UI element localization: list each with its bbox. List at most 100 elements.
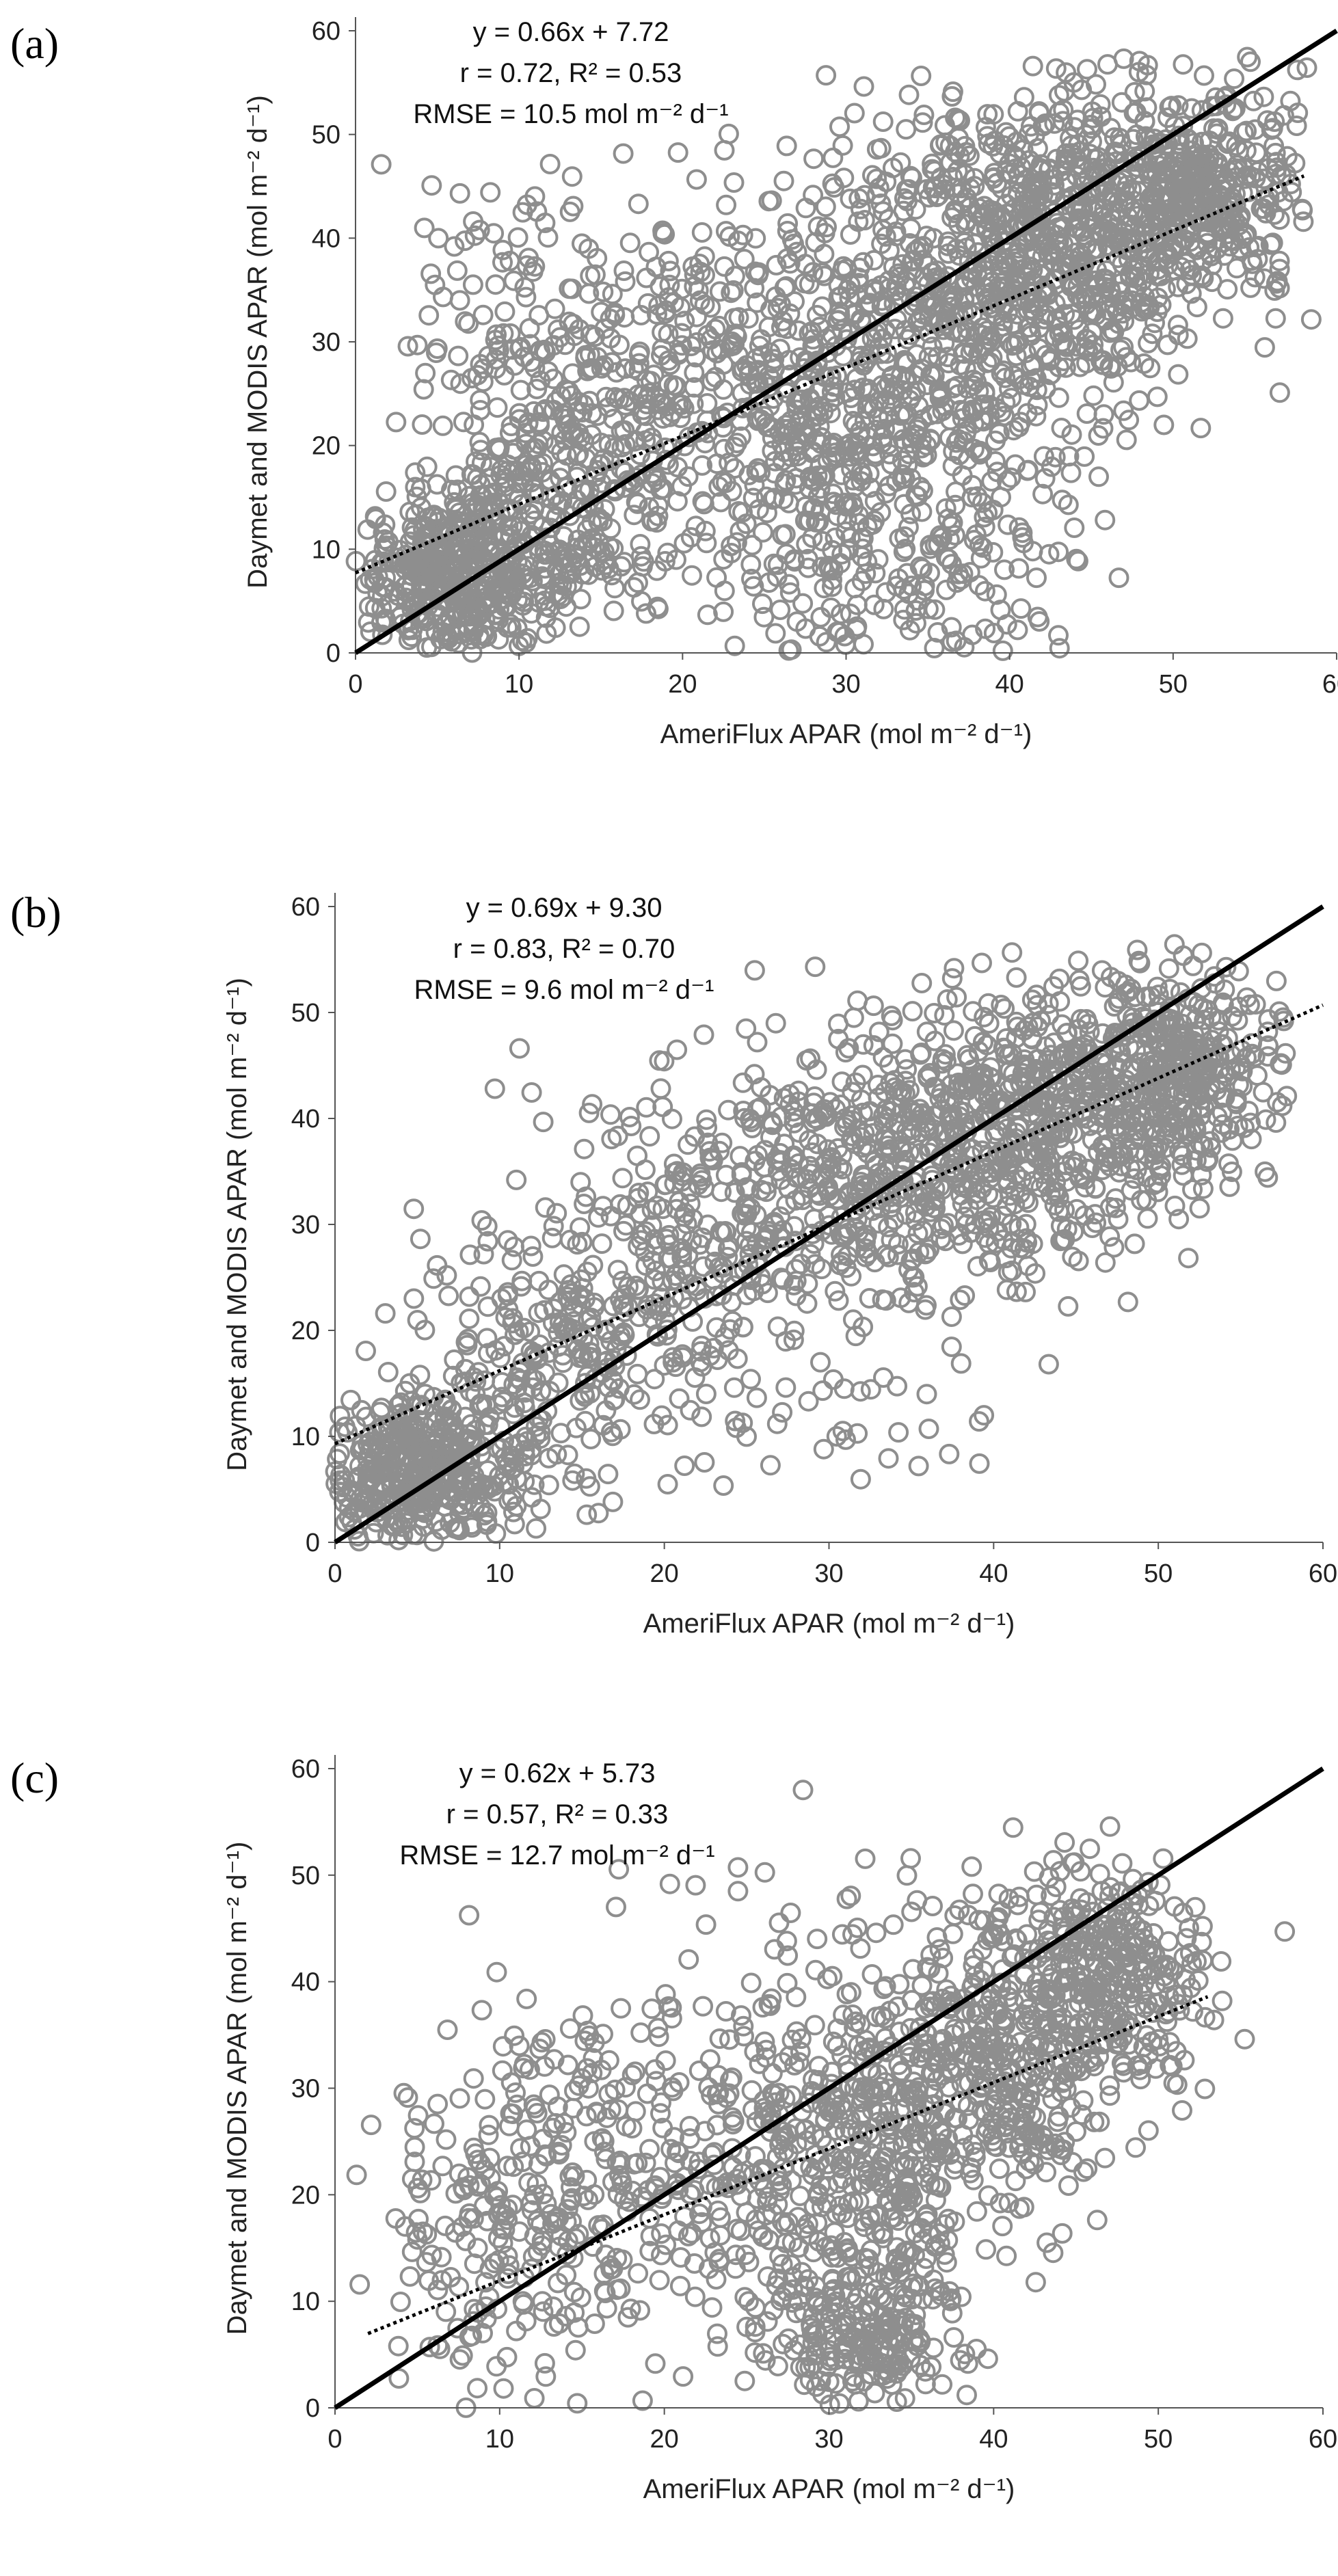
data-point xyxy=(770,1206,791,1227)
data-point xyxy=(563,196,584,217)
data-point xyxy=(410,1365,431,1386)
data-point xyxy=(799,323,820,344)
data-point xyxy=(1131,1190,1152,1211)
data-point xyxy=(981,471,1002,492)
data-point xyxy=(447,1439,468,1460)
data-point xyxy=(880,1139,900,1160)
data-point xyxy=(694,1452,715,1473)
data-point xyxy=(694,294,715,315)
data-point xyxy=(836,329,857,350)
data-point xyxy=(589,454,611,475)
data-point xyxy=(1188,994,1209,1015)
data-point xyxy=(664,1173,685,1194)
data-point xyxy=(1008,1116,1030,1137)
data-point xyxy=(459,1286,480,1307)
data-point xyxy=(416,637,438,658)
data-point xyxy=(538,1279,559,1300)
data-point xyxy=(732,1317,753,1338)
data-point xyxy=(434,1406,455,1427)
data-point xyxy=(1006,967,1027,988)
data-point xyxy=(1191,942,1212,963)
data-point xyxy=(810,606,831,628)
data-point xyxy=(853,76,874,97)
data-point xyxy=(390,1392,412,1413)
data-point xyxy=(956,420,977,442)
data-point xyxy=(1048,625,1069,646)
data-point xyxy=(740,554,762,575)
data-point xyxy=(403,1414,424,1435)
data-points xyxy=(325,934,1298,1552)
data-point xyxy=(992,640,1013,661)
data-point xyxy=(480,182,501,203)
data-point xyxy=(490,1347,511,1369)
data-point xyxy=(574,1138,595,1159)
data-point xyxy=(879,240,900,261)
data-point xyxy=(394,576,415,598)
data-point xyxy=(829,116,850,137)
data-point xyxy=(596,386,617,407)
data-point xyxy=(523,1346,544,1367)
data-point xyxy=(978,1233,1000,1254)
data-point xyxy=(1266,970,1287,991)
data-point xyxy=(719,226,740,247)
data-point xyxy=(714,139,735,161)
data-point xyxy=(937,989,958,1010)
data-point xyxy=(911,973,933,993)
data-point xyxy=(816,65,837,86)
data-point xyxy=(671,1238,692,1259)
data-point xyxy=(377,1362,399,1382)
data-point xyxy=(736,1018,757,1039)
data-point xyxy=(792,422,814,443)
data-point xyxy=(897,329,918,350)
data-point xyxy=(763,553,784,574)
data-point xyxy=(388,1529,410,1551)
data-point xyxy=(1019,376,1040,397)
data-point xyxy=(816,632,837,653)
data-point xyxy=(911,438,932,459)
data-point xyxy=(652,1271,673,1292)
data-point xyxy=(850,198,871,219)
data-point xyxy=(576,1504,598,1525)
data-point xyxy=(1116,175,1138,196)
data-point xyxy=(923,1197,944,1218)
data-point xyxy=(1015,1189,1036,1210)
data-point xyxy=(356,1459,377,1480)
data-point xyxy=(1158,190,1179,211)
data-point xyxy=(1054,1229,1075,1250)
data-point xyxy=(1219,1176,1240,1197)
x-tick-label: 0 xyxy=(348,670,362,699)
data-point xyxy=(1222,187,1243,209)
data-point xyxy=(607,1259,628,1280)
data-point xyxy=(915,1243,937,1264)
data-point xyxy=(528,433,549,455)
data-point xyxy=(1029,180,1050,201)
data-point xyxy=(1235,226,1256,247)
data-point xyxy=(972,1127,993,1149)
data-point xyxy=(1267,1092,1288,1113)
data-point xyxy=(712,471,733,492)
data-point xyxy=(899,1079,920,1101)
data-point xyxy=(595,548,615,569)
data-point xyxy=(1123,259,1144,280)
data-point xyxy=(943,1118,964,1140)
data-point xyxy=(744,960,765,981)
data-point xyxy=(537,227,559,248)
data-point xyxy=(1058,1296,1079,1317)
data-point xyxy=(1286,116,1307,136)
data-point xyxy=(574,482,595,503)
data-point xyxy=(1015,1281,1036,1302)
data-point xyxy=(658,1224,680,1246)
data-point xyxy=(1030,1060,1052,1081)
data-point xyxy=(1047,217,1069,238)
data-point xyxy=(417,564,438,585)
data-point xyxy=(1153,241,1175,262)
data-point xyxy=(667,142,688,163)
data-point xyxy=(895,351,916,372)
data-point xyxy=(1144,1049,1165,1070)
data-point xyxy=(1265,308,1286,329)
data-point xyxy=(827,1188,848,1209)
data-point xyxy=(1177,328,1198,349)
data-point xyxy=(1086,238,1108,259)
